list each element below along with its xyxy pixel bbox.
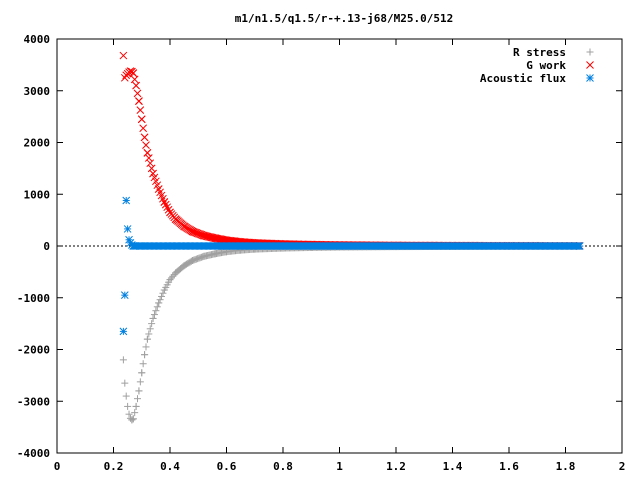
data-point xyxy=(124,402,132,410)
x-tick-label: 1 xyxy=(336,460,343,473)
data-point xyxy=(144,154,153,162)
x-tick-label: 2 xyxy=(619,460,626,473)
series-acoustic-flux xyxy=(119,196,584,336)
data-point xyxy=(156,296,164,304)
data-point xyxy=(575,242,584,250)
data-point xyxy=(135,387,143,395)
y-tick-label: 0 xyxy=(43,240,50,253)
data-point xyxy=(128,416,136,424)
data-point xyxy=(136,106,145,115)
legend-label: G work xyxy=(526,59,566,72)
data-point xyxy=(138,369,146,377)
data-point xyxy=(129,415,137,423)
data-point xyxy=(122,196,131,205)
data-point xyxy=(150,311,158,319)
data-point xyxy=(136,378,144,386)
data-point xyxy=(121,379,129,387)
data-point xyxy=(141,351,149,359)
data-point xyxy=(146,325,154,333)
data-point xyxy=(129,69,138,78)
data-point xyxy=(155,299,163,307)
legend-marker xyxy=(586,61,594,69)
axis-ticks: 0 0.2 0.4 0.6 0.8 1 1.2 1.4 1.6 1.8 2 4000 3000 2000 1… xyxy=(17,33,625,473)
y-tick-label: 4000 xyxy=(24,33,51,46)
x-tick-label: 1.6 xyxy=(499,460,519,473)
data-point xyxy=(125,410,133,418)
data-point xyxy=(132,402,140,410)
legend-marker xyxy=(586,48,594,56)
data-point xyxy=(133,89,142,98)
data-point xyxy=(145,330,153,338)
data-point xyxy=(143,148,152,157)
legend-label: Acoustic flux xyxy=(480,72,566,85)
y-tick-label: 1000 xyxy=(24,188,51,201)
data-point xyxy=(140,133,149,142)
data-point xyxy=(120,73,129,82)
y-tick-label: -1000 xyxy=(17,292,50,305)
data-point xyxy=(152,307,160,315)
data-point xyxy=(119,356,127,364)
data-point xyxy=(139,360,147,368)
data-point xyxy=(119,327,128,336)
data-point xyxy=(122,392,130,400)
x-tick-label: 0.2 xyxy=(104,460,124,473)
y-tick-label: -3000 xyxy=(17,395,50,408)
data-series xyxy=(119,51,584,424)
data-point xyxy=(147,164,156,173)
data-point xyxy=(132,81,140,90)
data-point xyxy=(139,124,148,133)
data-point xyxy=(153,303,161,311)
chart-title: m1/n1.5/q1.5/r-+.13-j68/M25.0/512 xyxy=(235,12,454,25)
x-tick-label: 1.8 xyxy=(556,460,576,473)
data-point xyxy=(148,320,156,328)
y-tick-label: -4000 xyxy=(17,447,50,460)
data-point xyxy=(149,314,157,322)
data-point xyxy=(119,51,128,60)
data-point xyxy=(134,395,142,403)
legend-label: R stress xyxy=(513,46,566,59)
legend-marker xyxy=(586,74,594,82)
data-point xyxy=(131,409,139,417)
x-tick-label: 0.6 xyxy=(217,460,237,473)
y-tick-label: -2000 xyxy=(17,344,50,357)
data-point xyxy=(135,97,143,105)
data-point xyxy=(142,141,150,149)
x-tick-label: 1.2 xyxy=(386,460,406,473)
x-tick-label: 0 xyxy=(54,460,61,473)
data-point xyxy=(123,225,132,233)
y-tick-label: 3000 xyxy=(24,85,51,98)
x-tick-label: 0.4 xyxy=(160,460,180,473)
data-point xyxy=(120,291,129,300)
data-point xyxy=(146,159,155,168)
data-point xyxy=(143,335,151,343)
x-tick-label: 1.4 xyxy=(443,460,463,473)
series-r-stress xyxy=(119,242,584,424)
data-point xyxy=(158,292,166,300)
data-point xyxy=(142,343,150,351)
data-point xyxy=(137,115,146,124)
data-point xyxy=(130,75,139,84)
data-point xyxy=(159,289,167,297)
x-tick-label: 0.8 xyxy=(273,460,293,473)
y-tick-label: 2000 xyxy=(24,137,51,150)
